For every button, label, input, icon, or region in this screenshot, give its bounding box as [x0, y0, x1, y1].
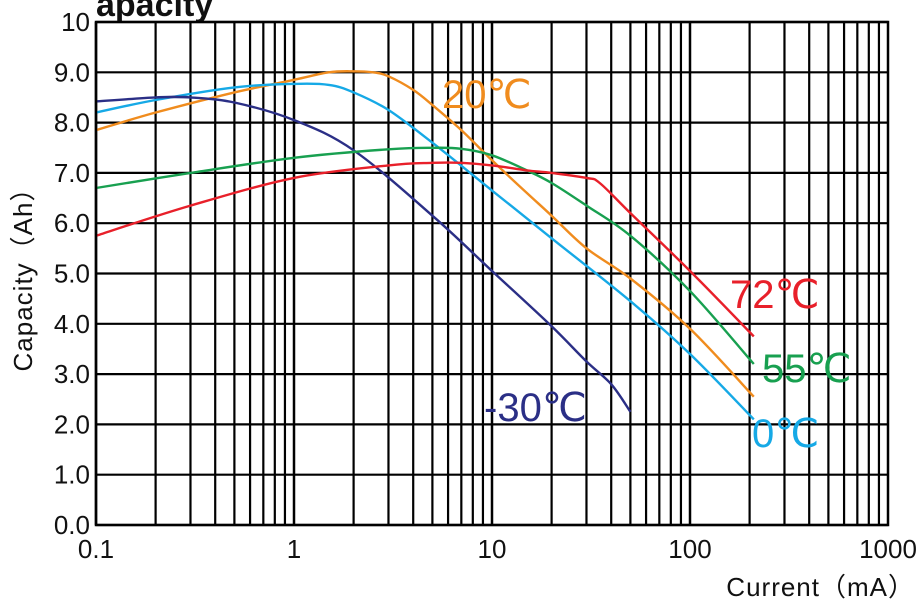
series-label--30: -30℃: [484, 386, 587, 430]
y-tick-label: 4.0: [54, 309, 90, 339]
series-line-72: [95, 161, 755, 338]
x-axis-label: Current（mA）: [726, 572, 915, 602]
series-label-0: 0℃: [752, 412, 819, 456]
series-label-55: 55℃: [762, 347, 851, 391]
series-label-72: 72℃: [730, 273, 819, 317]
x-tick-label: 1: [287, 534, 301, 564]
x-tick-label: 1000: [859, 534, 917, 564]
series-line-55: [95, 146, 755, 365]
series-layer: [95, 70, 755, 421]
tick-layer: 0.0 1.0 2.0 3.0 4.0 5.0 6.0 7.0 8.0 9.0 10 0.1 1 10 10…: [54, 7, 917, 564]
y-tick-label: 7.0: [54, 158, 90, 188]
x-tick-label: 10: [478, 534, 507, 564]
y-tick-label: 0.0: [54, 510, 90, 540]
y-tick-label: 9.0: [54, 57, 90, 87]
y-tick-label: 8.0: [54, 108, 90, 138]
x-tick-label: 100: [668, 534, 711, 564]
y-tick-label: 3.0: [54, 359, 90, 389]
series-line-0: [95, 82, 755, 421]
y-tick-label: 6.0: [54, 208, 90, 238]
y-tick-label: 5.0: [54, 259, 90, 289]
plot-frame: [94, 20, 890, 527]
series-line--30: [95, 95, 632, 413]
series-label-layer: 20℃ 0℃ -30℃ 55℃ 72℃: [442, 73, 851, 456]
x-tick-label: 0.1: [78, 534, 114, 564]
y-axis-label: Capacity（Ah）: [8, 175, 38, 372]
series-label-20: 20℃: [442, 73, 531, 117]
y-tick-label: 10: [61, 7, 90, 37]
series-line-20: [95, 70, 755, 398]
y-tick-label: 2.0: [54, 409, 90, 439]
chart-title-fragment: apacity: [96, 0, 213, 24]
y-tick-label: 1.0: [54, 460, 90, 490]
